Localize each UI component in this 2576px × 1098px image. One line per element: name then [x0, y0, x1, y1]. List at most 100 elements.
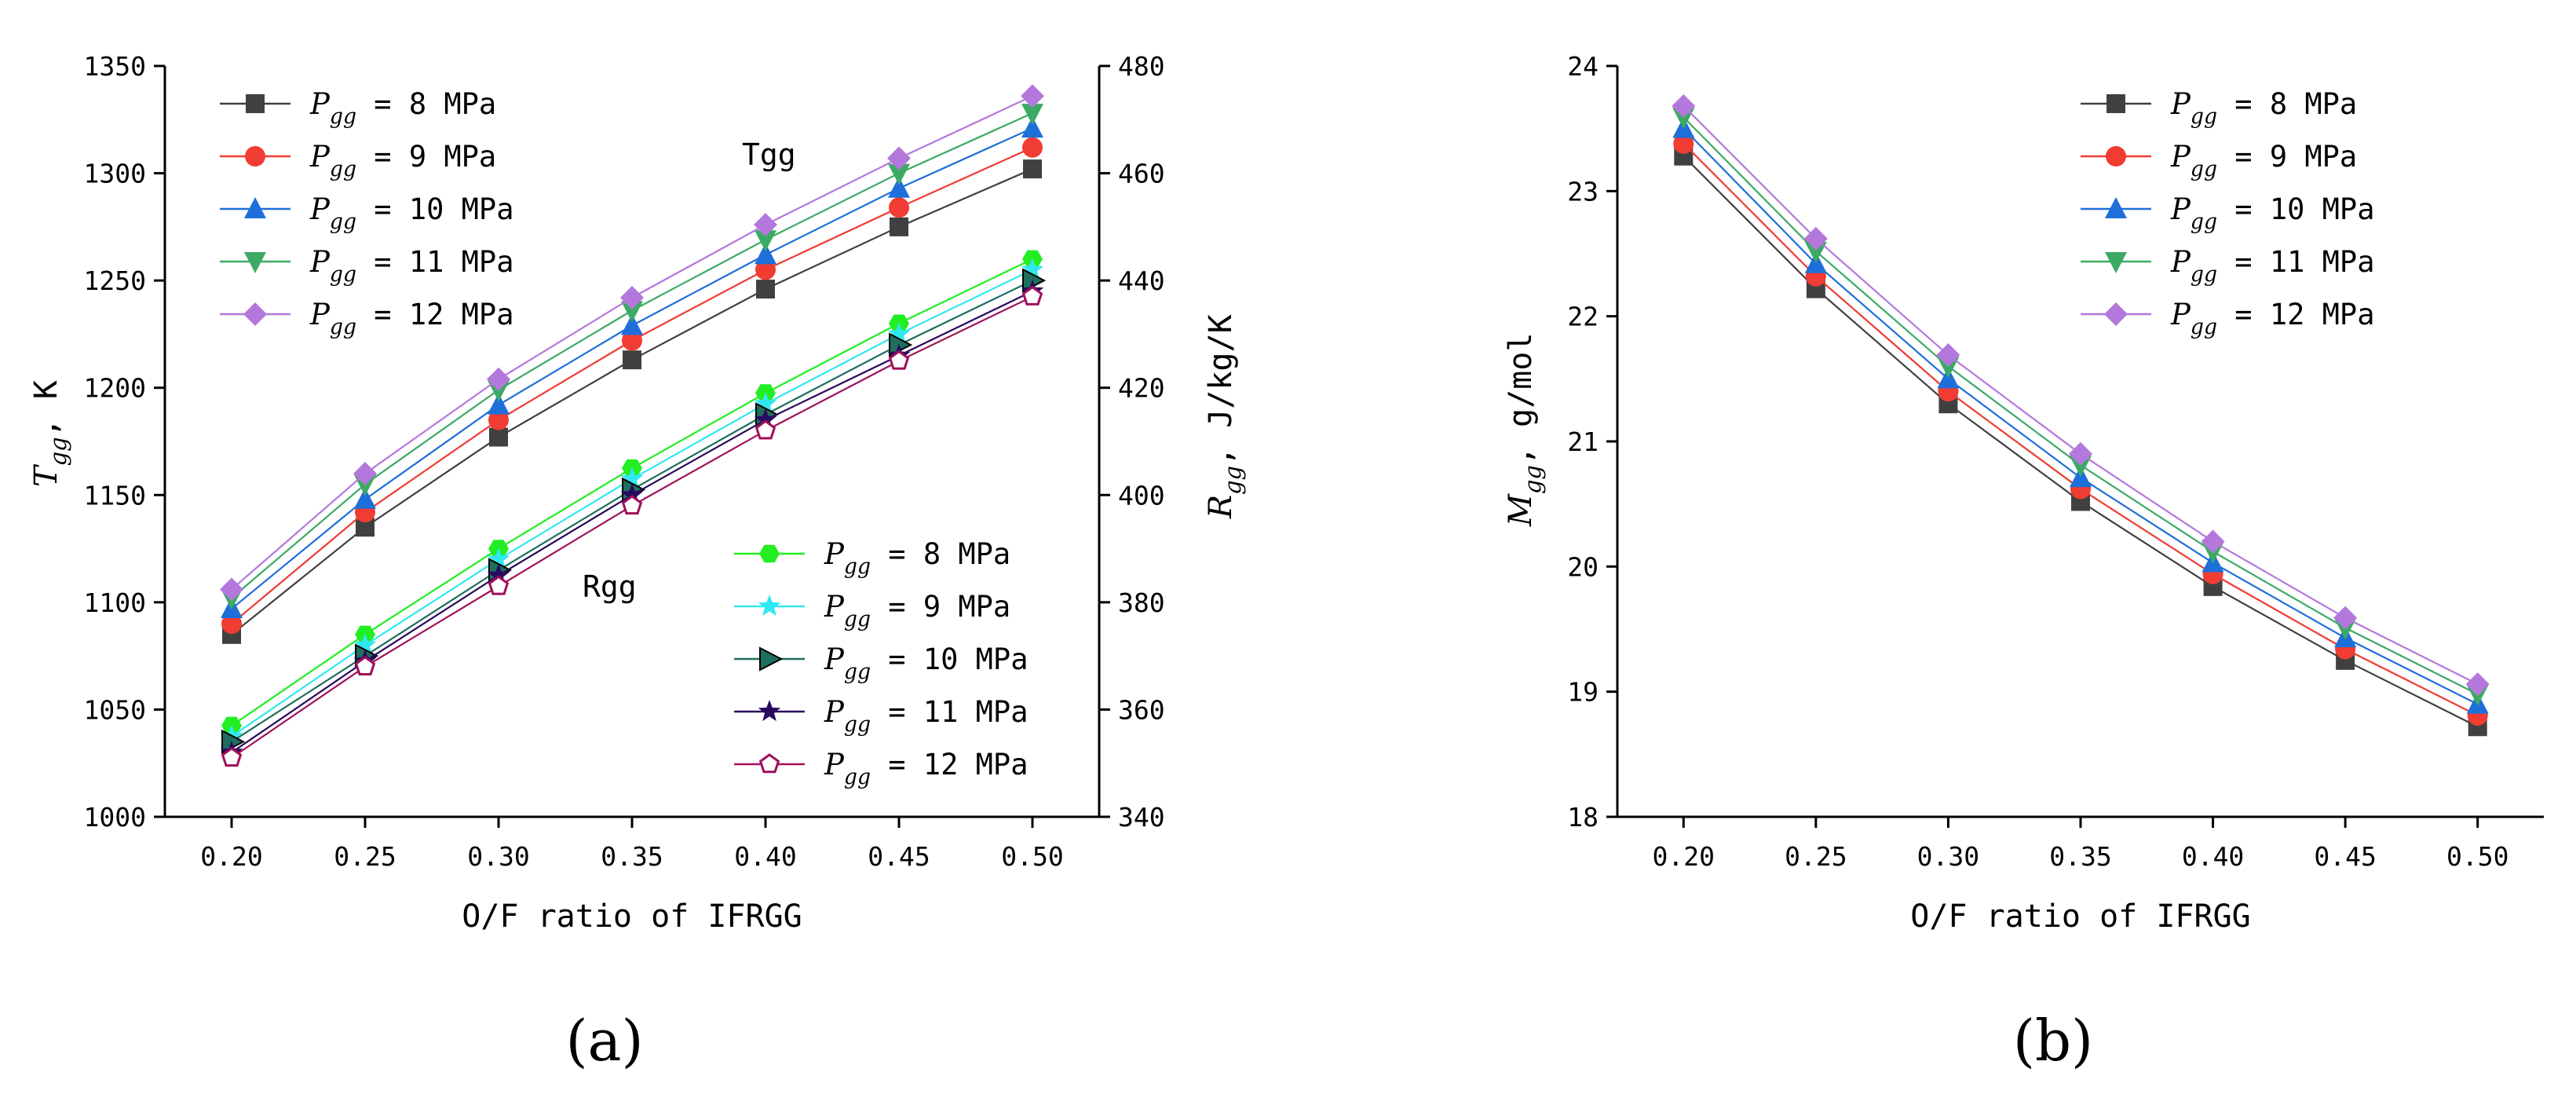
data-point: [1937, 357, 1960, 379]
data-point: [488, 393, 510, 415]
panel-a: 0.20 0.25 0.30 0.35 0.40 0.45 0.50 1000 1050 1100…: [28, 51, 1246, 1074]
legend-label: Pgg = 10 MPa: [824, 642, 1028, 684]
data-point: [487, 547, 510, 569]
y-tick-label: 23: [1567, 176, 1599, 207]
data-point: [2333, 606, 2358, 630]
legend-marker: [759, 646, 784, 672]
legend-label: Pgg = 10 MPa: [309, 192, 513, 234]
y-tick-label: 1300: [84, 159, 146, 189]
data-point: [622, 330, 642, 351]
series-mgg-5: [1672, 93, 2490, 697]
y-tick-label: 18: [1567, 802, 1599, 833]
y-tick-label: 1150: [84, 480, 146, 511]
legend-item: Pgg = 9 MPa: [734, 590, 1010, 631]
series-line: [1683, 155, 2479, 728]
annotation-tgg: Tgg: [742, 137, 796, 172]
legend-label: Pgg = 8 MPa: [824, 537, 1010, 579]
data-point: [888, 163, 910, 185]
legend-item: Pgg = 9 MPa: [2081, 140, 2357, 181]
data-point: [354, 487, 376, 509]
x-tick-label: 0.25: [334, 841, 396, 872]
data-point: [887, 146, 911, 170]
x-tick-label: 0.20: [1653, 841, 1715, 872]
data-point: [755, 230, 776, 252]
data-point: [487, 367, 510, 391]
legend-marker: [244, 197, 266, 218]
legend-marker: [244, 252, 266, 273]
y-tick-label: 21: [1567, 426, 1599, 457]
x-tick-label: 0.20: [200, 841, 262, 872]
legend-label: Pgg = 10 MPa: [2170, 192, 2374, 234]
panel-label-a: (a): [565, 1008, 643, 1074]
data-point: [1021, 258, 1044, 280]
data-point: [621, 313, 643, 335]
data-point: [1936, 343, 1960, 368]
data-point: [1021, 84, 1044, 108]
data-point: [1673, 133, 1694, 154]
legend-label: Pgg = 11 MPa: [309, 245, 513, 287]
data-point: [353, 633, 377, 655]
data-point: [623, 350, 641, 370]
data-point: [1021, 104, 1043, 126]
panel-label-b: (b): [2013, 1008, 2093, 1074]
y-tick-label: 1050: [84, 694, 146, 725]
data-point: [1672, 93, 1696, 118]
data-point: [2070, 456, 2092, 478]
data-point: [221, 613, 242, 635]
legend-label: Pgg = 9 MPa: [824, 590, 1010, 631]
data-point: [890, 217, 908, 236]
y-right-tick-label: 400: [1118, 480, 1165, 511]
y-right-tick-label: 440: [1118, 265, 1165, 296]
data-point: [620, 483, 644, 505]
data-point: [621, 301, 643, 323]
data-point: [2201, 529, 2225, 554]
data-point: [889, 197, 909, 218]
x-tick-label: 0.25: [1785, 841, 1847, 872]
data-point: [487, 563, 510, 585]
series-rgg-5: [221, 285, 1043, 767]
legend-item: Pgg = 10 MPa: [2081, 192, 2374, 234]
legend-item: Pgg = 10 MPa: [734, 642, 1028, 684]
legend-label: Pgg = 9 MPa: [2170, 140, 2357, 181]
series-line: [1683, 143, 2479, 716]
data-point: [755, 243, 776, 265]
legend-marker: [759, 544, 780, 563]
data-point: [755, 419, 776, 440]
legend-marker: [2106, 146, 2126, 167]
legend-marker: [246, 94, 265, 113]
legend-marker: [758, 700, 781, 722]
y-right-tick-label: 340: [1118, 802, 1165, 833]
y-tick-label: 1000: [84, 802, 146, 833]
y-right-tick-label: 460: [1118, 159, 1165, 189]
data-point: [620, 285, 644, 309]
data-point: [620, 467, 644, 489]
legend-label: Pgg = 12 MPa: [824, 748, 1028, 789]
x-tick-label: 0.45: [868, 841, 930, 872]
y-axis-title-right: Rgg, J/kg/K: [1203, 314, 1246, 519]
legend-label: Pgg = 12 MPa: [2170, 298, 2374, 339]
data-point: [488, 409, 509, 430]
legend-marker: [2105, 197, 2127, 218]
x-axis-title: O/F ratio of IFRGG: [462, 899, 802, 935]
legend-item: Pgg = 11 MPa: [2081, 245, 2374, 287]
legend-item: Pgg = 12 MPa: [220, 298, 513, 339]
legend-label: Pgg = 8 MPa: [309, 87, 496, 129]
data-point: [489, 427, 508, 447]
x-tick-label: 0.50: [1001, 841, 1063, 872]
data-point: [2069, 441, 2092, 466]
y-tick-label: 1250: [84, 265, 146, 296]
data-point: [888, 350, 910, 370]
y-tick-label: 20: [1567, 551, 1599, 582]
x-tick-label: 0.30: [1917, 841, 1979, 872]
y-tick-label: 1200: [84, 373, 146, 404]
legend-mgg: Pgg = 8 MPa Pgg = 9 MPa Pgg = 10 MPa Pgg = …: [2081, 87, 2374, 339]
series-tgg-5: [220, 84, 1044, 602]
data-point: [220, 577, 243, 602]
data-point: [887, 322, 911, 344]
legend-item: Pgg = 10 MPa: [220, 192, 513, 234]
data-point: [755, 259, 776, 280]
x-tick-label: 0.45: [2314, 841, 2376, 872]
y-right-tick-label: 380: [1118, 587, 1165, 618]
data-point: [754, 213, 777, 237]
